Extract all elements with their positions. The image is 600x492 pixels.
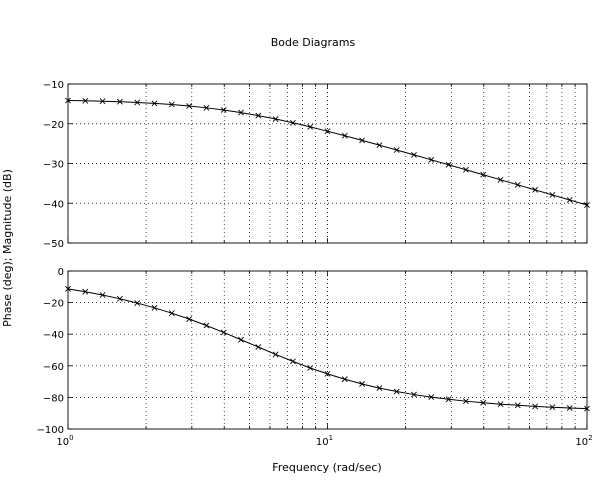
magnitude-data-point [272, 116, 279, 122]
magnitude-data-point [341, 132, 348, 139]
phase-data-point [428, 394, 435, 401]
magnitude-axes-frame [67, 83, 588, 244]
magnitude-data-point [65, 97, 71, 104]
phase-data-point [134, 300, 141, 306]
phase-y-tick-label: −60 [43, 362, 64, 373]
magnitude-data-point [99, 98, 106, 105]
x-tick-label: 101 [316, 434, 333, 448]
magnitude-data-point [411, 151, 417, 158]
x-tick-label: 100 [56, 434, 73, 448]
phase-data-point [549, 404, 556, 411]
phase-data-point [168, 310, 175, 317]
magnitude-data-point [480, 171, 487, 178]
phase-data-point [186, 316, 193, 322]
x-tick-label-base: 10 [56, 437, 69, 448]
phase-data-point [566, 405, 573, 411]
magnitude-data-point [462, 166, 469, 173]
phase-data-point [99, 292, 106, 298]
phase-plot-area [68, 271, 587, 429]
phase-data-point [116, 295, 123, 302]
x-tick-label-exponent: 2 [588, 434, 592, 442]
magnitude-y-tick-label: −50 [43, 239, 64, 250]
phase-data-point [341, 376, 348, 383]
phase-y-tick-label: −20 [43, 299, 64, 310]
magnitude-data-point [428, 156, 435, 163]
magnitude-data-point [497, 176, 504, 183]
phase-data-point [272, 351, 279, 358]
phase-axes-frame [67, 270, 588, 430]
magnitude-plot-area [68, 84, 587, 243]
phase-data-point [82, 288, 89, 295]
magnitude-data-point [514, 181, 521, 188]
magnitude-data-point [566, 197, 573, 203]
magnitude-data-point [220, 107, 227, 113]
phase-data-point [411, 391, 417, 398]
phase-data-point [307, 365, 314, 371]
x-tick-label: 102 [575, 434, 592, 448]
phase-data-point [324, 370, 331, 377]
phase-data-point [532, 403, 539, 410]
phase-data-point [203, 322, 210, 329]
phase-data-point [220, 329, 227, 336]
phase-data-point [359, 381, 365, 387]
magnitude-data-point [203, 104, 210, 111]
phase-y-tick-label: −80 [43, 393, 64, 404]
phase-data-point [151, 304, 158, 311]
x-axis-label: Frequency (rad/sec) [272, 461, 381, 474]
phase-y-tick-label: 0 [58, 267, 64, 278]
phase-data-point [65, 285, 71, 292]
magnitude-data-point [151, 100, 158, 107]
chart-title: Bode Diagrams [271, 36, 356, 49]
magnitude-data-point [324, 128, 331, 135]
magnitude-data-point [393, 147, 400, 153]
magnitude-plot: −50 −40 −30 −20 −10 [43, 80, 590, 250]
magnitude-data-point [186, 103, 193, 109]
phase-data-point [238, 336, 244, 343]
magnitude-y-tick-label: −30 [43, 160, 64, 171]
magnitude-data-point [255, 112, 262, 119]
magnitude-data-point [359, 137, 365, 144]
magnitude-y-tick-label: −10 [43, 80, 64, 91]
x-tick-label-base: 10 [316, 437, 329, 448]
magnitude-data-point [116, 98, 123, 105]
magnitude-y-tick-label: −40 [43, 199, 64, 210]
phase-data-point [445, 396, 452, 403]
phase-data-point [393, 388, 400, 395]
phase-data-point [497, 401, 504, 408]
phase-data-point [480, 399, 487, 406]
magnitude-data-point [584, 202, 590, 208]
magnitude-data-point [445, 161, 452, 168]
phase-data-point [462, 398, 469, 405]
magnitude-data-point [289, 119, 296, 126]
x-tick-label-exponent: 1 [329, 434, 333, 442]
x-tick-label-exponent: 0 [69, 434, 73, 442]
magnitude-data-point [82, 97, 89, 104]
y-axis-label: Phase (deg); Magnitude (dB) [1, 169, 14, 327]
phase-y-tick-label: −100 [37, 425, 64, 436]
phase-data-point [514, 402, 521, 409]
magnitude-data-point [376, 142, 383, 149]
phase-data-point [376, 385, 383, 391]
phase-data-point [255, 344, 262, 350]
phase-data-point [289, 358, 296, 365]
magnitude-data-point [238, 109, 244, 116]
magnitude-data-point [549, 192, 556, 198]
magnitude-data-point [134, 99, 141, 106]
magnitude-data-point [168, 101, 175, 108]
phase-y-tick-label: −40 [43, 330, 64, 341]
magnitude-data-point [532, 186, 539, 193]
phase-data-point [584, 405, 590, 412]
x-tick-label-base: 10 [575, 437, 588, 448]
magnitude-y-tick-label: −20 [43, 120, 64, 131]
magnitude-data-point [307, 123, 314, 130]
